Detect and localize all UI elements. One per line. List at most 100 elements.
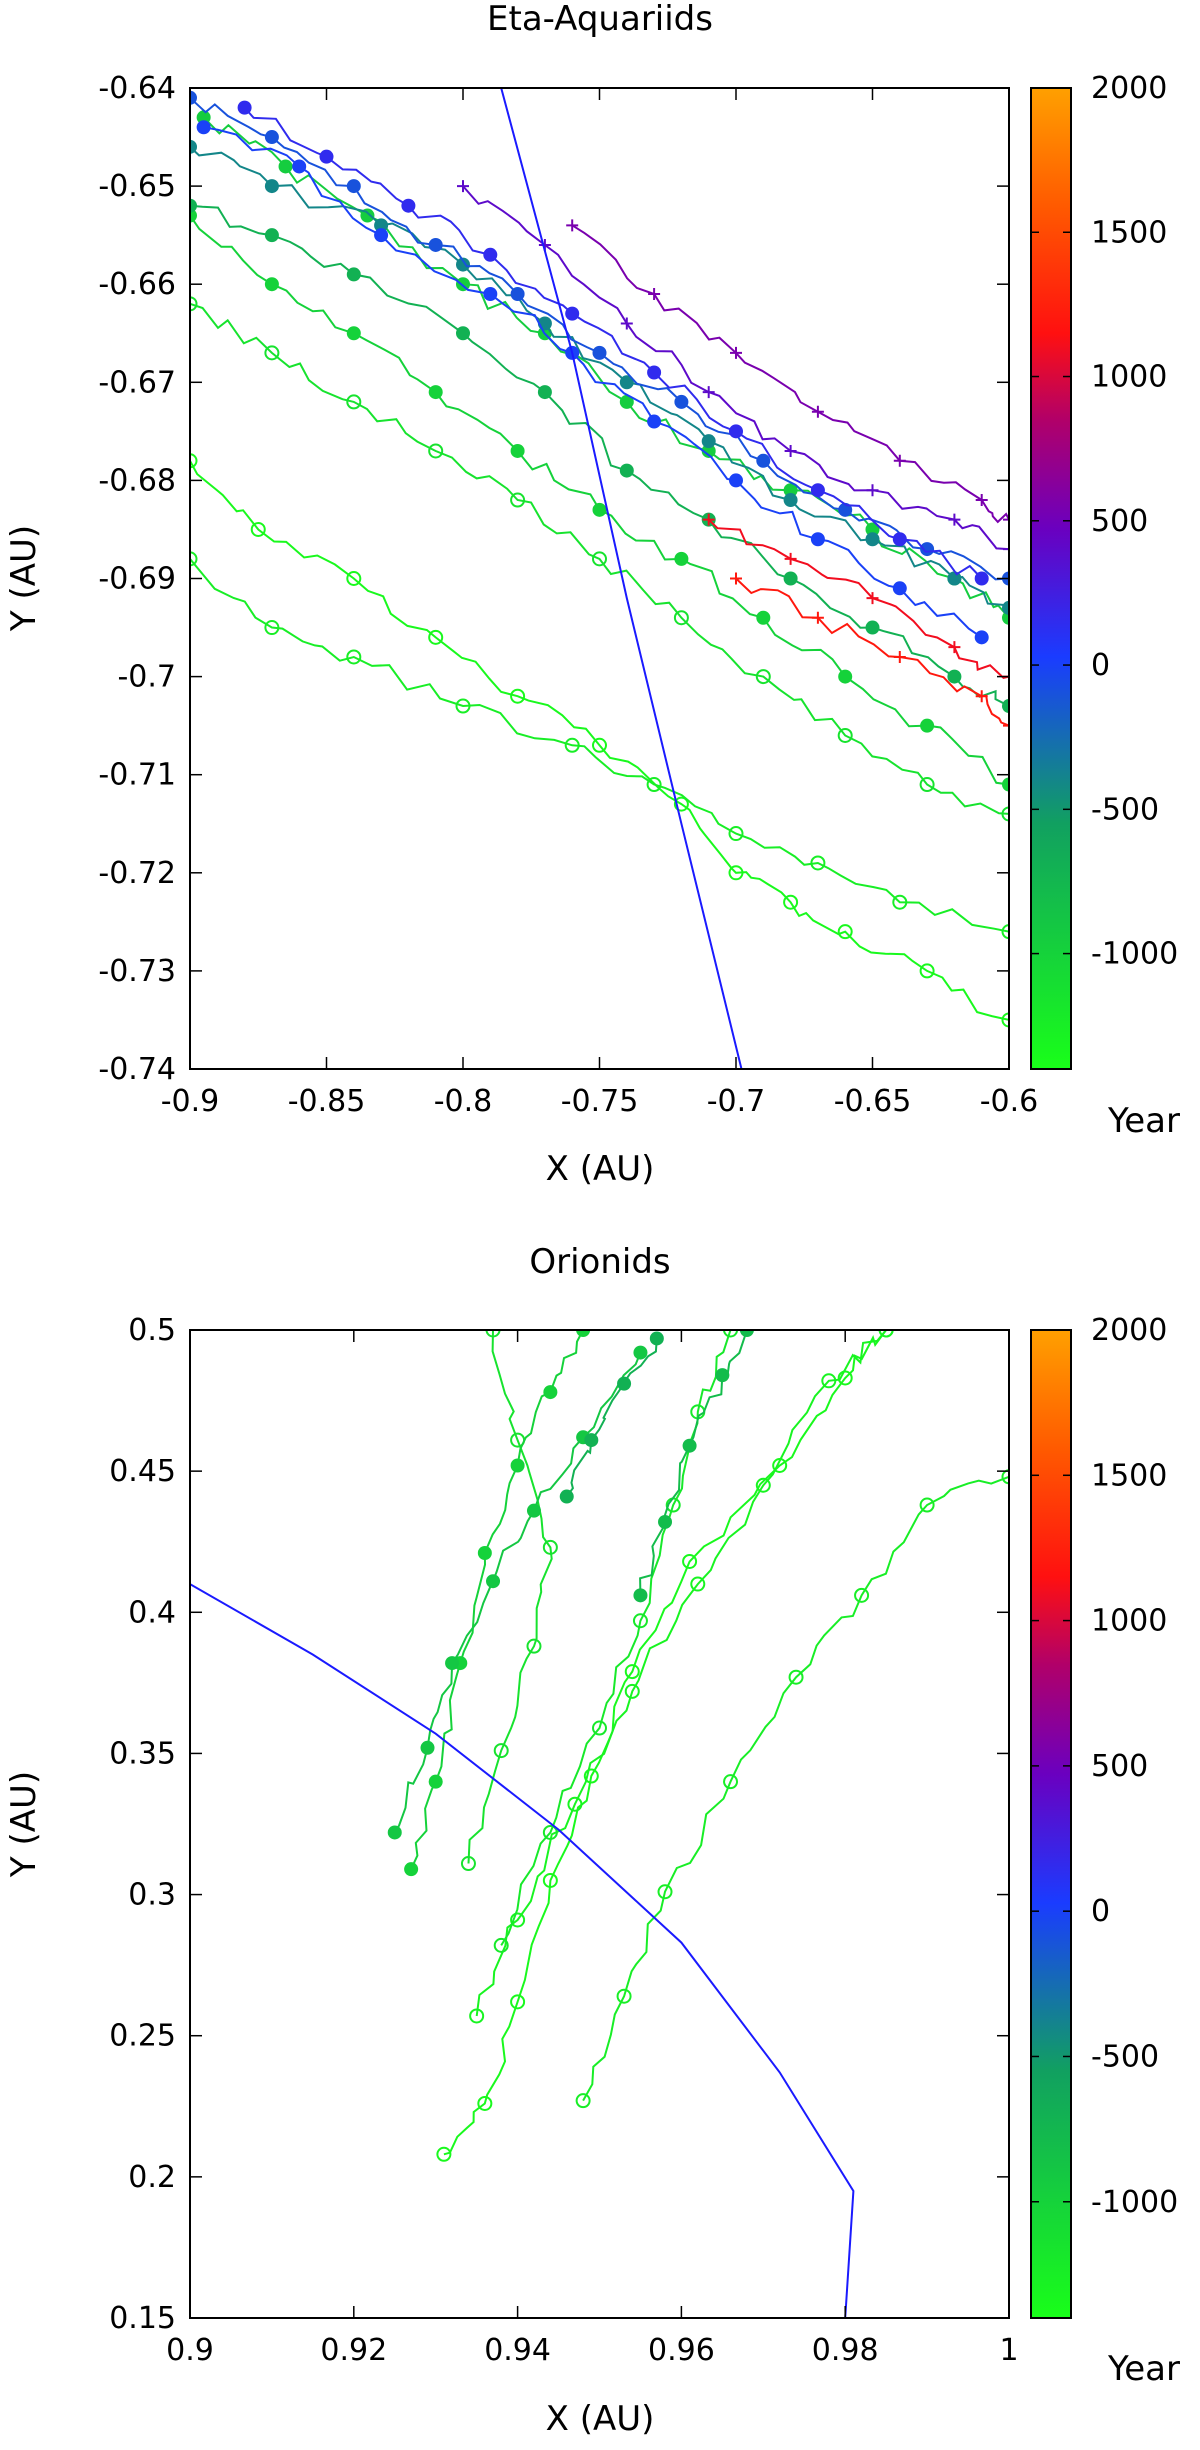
data-point [264, 179, 279, 194]
data-point [428, 629, 444, 645]
data-point [428, 237, 443, 252]
plot-frame [189, 1329, 1010, 2319]
colorbar-tick-label: 0 [1091, 648, 1110, 683]
data-point [682, 1438, 697, 1453]
data-point [919, 777, 935, 793]
y-axis-label: Y (AU) [4, 525, 44, 632]
data-point [1002, 699, 1009, 714]
y-tick-label: -0.71 [98, 758, 176, 793]
data-point [893, 650, 906, 663]
series-line [190, 214, 1009, 786]
data-point [477, 1546, 492, 1561]
data-point [893, 454, 906, 467]
data-point [401, 198, 416, 213]
data-point [1001, 806, 1009, 822]
y-axis-ticks: 0.5 0.45 0.4 0.35 0.3 0.25 0.2 0.15 [109, 1313, 1009, 2336]
data-point [190, 90, 197, 105]
data-point [783, 493, 798, 508]
data-point [948, 641, 961, 654]
data-point [542, 1872, 558, 1888]
data-point [542, 1824, 558, 1840]
colorbar-tick-label: 2000 [1091, 71, 1167, 106]
data-point [567, 1796, 583, 1812]
data-point [456, 257, 470, 272]
y-tick-label: -0.64 [98, 71, 176, 106]
y-tick-label: 0.5 [128, 1313, 176, 1348]
data-point [264, 277, 279, 292]
x-axis-ticks: -0.9 -0.85 -0.8 -0.75 -0.7 -0.65 -0.6 [161, 88, 1038, 1119]
data-point [1002, 600, 1009, 615]
data-point [575, 2093, 591, 2109]
y-tick-label: 0.15 [109, 2301, 176, 2336]
series-line [565, 1338, 658, 1498]
data-point [619, 463, 634, 478]
data-point [510, 492, 526, 508]
data-point [730, 346, 742, 359]
y-tick-label: -0.7 [117, 660, 176, 695]
y-tick-label: 0.2 [128, 2160, 176, 2195]
series-line [190, 460, 1009, 1021]
data-point [658, 1514, 673, 1529]
data-point [485, 1330, 501, 1338]
data-point [620, 317, 633, 330]
data-point [866, 484, 879, 497]
data-point [723, 1774, 739, 1790]
data-point [837, 1370, 853, 1386]
data-point [617, 1376, 632, 1391]
series-line [203, 126, 983, 639]
data-point [319, 149, 334, 164]
data-point [346, 326, 361, 341]
data-point [975, 690, 988, 703]
earth-orbit-line [190, 1583, 855, 2318]
series-line [443, 1330, 887, 2156]
data-point [673, 796, 689, 812]
colorbar-tick-label: 0 [1091, 1894, 1110, 1929]
data-point [346, 179, 361, 194]
data-point [576, 1330, 591, 1337]
x-tick-label: -0.65 [834, 1084, 912, 1119]
data-point [865, 620, 880, 635]
colorbar-tick-label: -500 [1091, 2039, 1159, 2074]
data-point [190, 296, 198, 312]
series-line [500, 1330, 732, 1946]
data-point [250, 521, 266, 537]
x-tick-label: 0.98 [812, 2333, 879, 2368]
data-point [526, 1503, 541, 1518]
data-point [701, 443, 716, 458]
x-tick-label: -0.75 [561, 1084, 639, 1119]
colorbar-tick-label: -500 [1091, 792, 1159, 827]
data-point [948, 513, 961, 526]
data-point [460, 1856, 476, 1872]
data-point [657, 1884, 673, 1900]
data-point [428, 385, 443, 400]
data-point [592, 1720, 607, 1736]
x-axis-label: X (AU) [546, 2399, 655, 2439]
data-point [436, 2146, 452, 2162]
x-axis-label: X (AU) [546, 1149, 655, 1189]
chart-title: Eta-Aquariids [487, 0, 713, 39]
data-point [592, 737, 607, 753]
data-point [543, 1385, 558, 1400]
data-point [559, 1489, 574, 1504]
data-point [592, 345, 607, 360]
data-point [624, 1664, 640, 1680]
data-point [564, 737, 580, 753]
data-point [537, 385, 552, 400]
data-point [1001, 924, 1009, 940]
data-point [493, 1743, 509, 1759]
data-point [264, 130, 279, 145]
data-point [920, 542, 935, 557]
data-point [647, 414, 662, 429]
series-line [462, 185, 1009, 551]
data-point [542, 1539, 558, 1555]
data-point [483, 287, 498, 302]
data-point [584, 1433, 599, 1448]
plot-area [190, 88, 1009, 1069]
x-tick-label: -0.9 [161, 1084, 220, 1119]
y-tick-label: -0.74 [98, 1052, 176, 1087]
data-point [892, 894, 908, 910]
y-axis-label: Y (AU) [4, 1771, 44, 1878]
data-point [1003, 513, 1009, 526]
data-point [674, 394, 689, 409]
x-tick-label: -0.85 [288, 1084, 366, 1119]
